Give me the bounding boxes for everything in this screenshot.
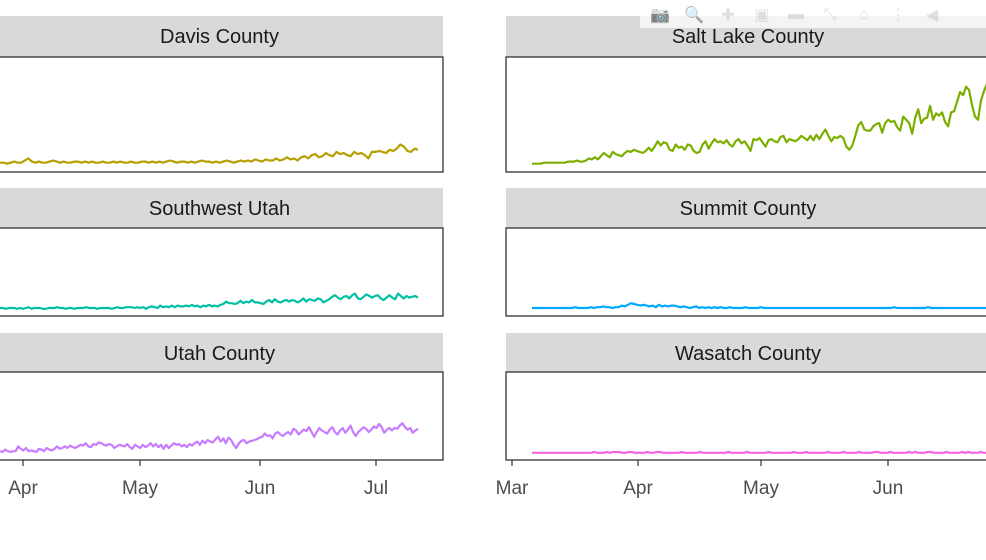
series-line[interactable] bbox=[0, 422, 419, 454]
panel-davis-county: Davis County bbox=[0, 16, 444, 173]
panel-border bbox=[0, 56, 444, 173]
series-line[interactable] bbox=[532, 82, 986, 165]
panel-border bbox=[505, 56, 986, 173]
pan-icon[interactable]: ✚ bbox=[721, 7, 735, 24]
strip-background bbox=[0, 188, 443, 228]
camera-icon[interactable]: 📷 bbox=[650, 7, 670, 24]
panel-border bbox=[505, 227, 986, 317]
right-x-tick-label: May bbox=[743, 478, 779, 499]
right-x-tick-label: Apr bbox=[623, 478, 653, 499]
zoom-out-icon[interactable]: ▬ bbox=[788, 6, 804, 23]
strip-label: Summit County bbox=[680, 198, 817, 220]
strip-background bbox=[0, 16, 443, 57]
zoom-in-icon[interactable]: ▣ bbox=[754, 7, 770, 24]
strip-label: Utah County bbox=[164, 343, 275, 365]
x-axis-group: Apr May Jun Jul Mar Apr May Jun bbox=[8, 460, 903, 499]
strip-label: Southwest Utah bbox=[149, 198, 290, 220]
left-x-tick-label: Jul bbox=[364, 478, 388, 499]
strip-label: Davis County bbox=[160, 26, 279, 48]
panel-salt-lake-county: Salt Lake County bbox=[505, 16, 986, 173]
left-x-tick-label: Apr bbox=[8, 478, 38, 499]
series-line[interactable] bbox=[0, 143, 419, 165]
series-line[interactable] bbox=[532, 302, 986, 310]
left-x-tick-label: Jun bbox=[245, 478, 276, 499]
right-x-tick-label: Mar bbox=[496, 478, 529, 499]
series-line[interactable] bbox=[0, 292, 419, 310]
strip-label: Salt Lake County bbox=[672, 26, 824, 48]
panel-border bbox=[0, 227, 444, 317]
zoom-icon[interactable]: 🔍 bbox=[684, 7, 704, 24]
autoscale-icon[interactable]: ⤡ bbox=[823, 6, 837, 23]
panel-utah-county: Utah County bbox=[0, 333, 444, 461]
home-icon[interactable]: ⌂ bbox=[859, 6, 869, 23]
panel-southwest-utah: Southwest Utah bbox=[0, 188, 444, 317]
panel-border bbox=[0, 371, 444, 461]
strip-background bbox=[506, 188, 986, 228]
left-x-tick-label: May bbox=[122, 478, 158, 499]
strip-background bbox=[506, 333, 986, 372]
series-line[interactable] bbox=[532, 450, 986, 454]
panel-wasatch-county: Wasatch County bbox=[505, 333, 986, 461]
hover-icon[interactable]: ◀ bbox=[925, 7, 939, 24]
strip-background bbox=[0, 333, 443, 372]
right-x-tick-label: Jun bbox=[873, 478, 904, 499]
spike-lines-icon[interactable]: ⋮ bbox=[890, 7, 906, 24]
panel-border bbox=[505, 371, 986, 461]
strip-label: Wasatch County bbox=[675, 343, 821, 365]
panel-summit-county: Summit County bbox=[505, 188, 986, 317]
plot-modebar: 📷 🔍 ✚ ▣ ▬ ⤡ ⌂ ⋮ ◀ bbox=[640, 2, 986, 28]
